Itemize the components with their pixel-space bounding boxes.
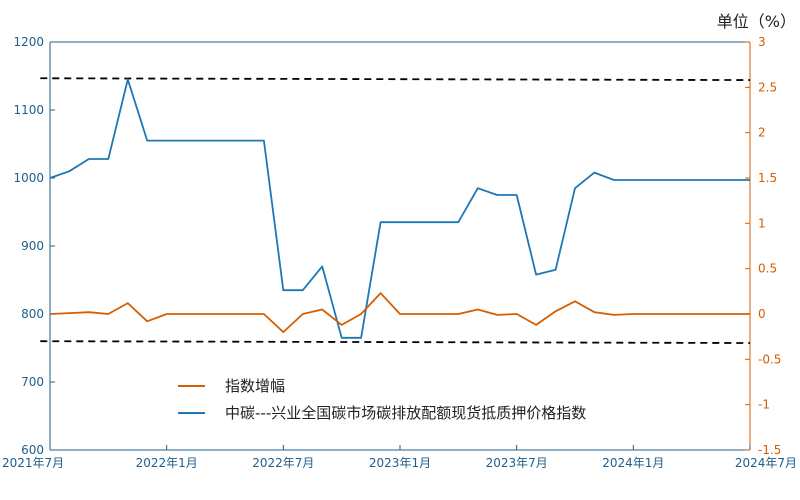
y-left-tick-label: 800 [21,307,44,321]
y-right-tick-label: 1.5 [758,171,777,185]
legend-label: 指数增幅 [225,377,285,395]
series-line-index-change [49,292,750,334]
series-line-price-index [49,78,750,339]
y-right-tick-label: -1 [758,398,770,412]
y-right-tick-label: 2 [758,126,766,140]
x-tick-label: 2021年7月 [2,456,64,470]
y-left-tick-label: 900 [21,239,44,253]
reference-line [40,340,751,344]
x-tick-label: 2024年1月 [602,456,664,470]
x-tick-label: 2022年1月 [136,456,198,470]
y-right-tick-label: 3 [758,35,766,49]
series-lines [49,78,750,339]
y-left-tick-label: 700 [21,375,44,389]
x-tick-label: 2022年7月 [252,456,314,470]
reference-line [40,77,751,81]
y-right-tick-label: -1.5 [758,443,781,457]
y-left-tick-label: 1100 [13,103,44,117]
axes: 600 700 800 900 1000 1100 1200 -1.5 -1 -0.5 0 0.5 1 1… [2,35,797,470]
y-right-tick-label: 0 [758,307,766,321]
y-left-tick-label: 1000 [13,171,44,185]
x-tick-label: 2024年7月 [735,456,797,470]
y-left-tick-label: 600 [21,443,44,457]
y-right-tick-label: 0.5 [758,262,777,276]
y-right-tick-label: 2.5 [758,80,777,94]
legend-label: 中碳---兴业全国碳市场碳排放配额现货抵质押价格指数 [225,404,586,422]
y-right-tick-label: -0.5 [758,352,781,366]
x-tick-label: 2023年1月 [369,456,431,470]
y-left-tick-label: 1200 [13,35,44,49]
reference-lines [40,77,751,344]
unit-label: 单位（%） [717,12,796,31]
x-tick-label: 2023年7月 [486,456,548,470]
y-right-tick-label: 1 [758,216,766,230]
